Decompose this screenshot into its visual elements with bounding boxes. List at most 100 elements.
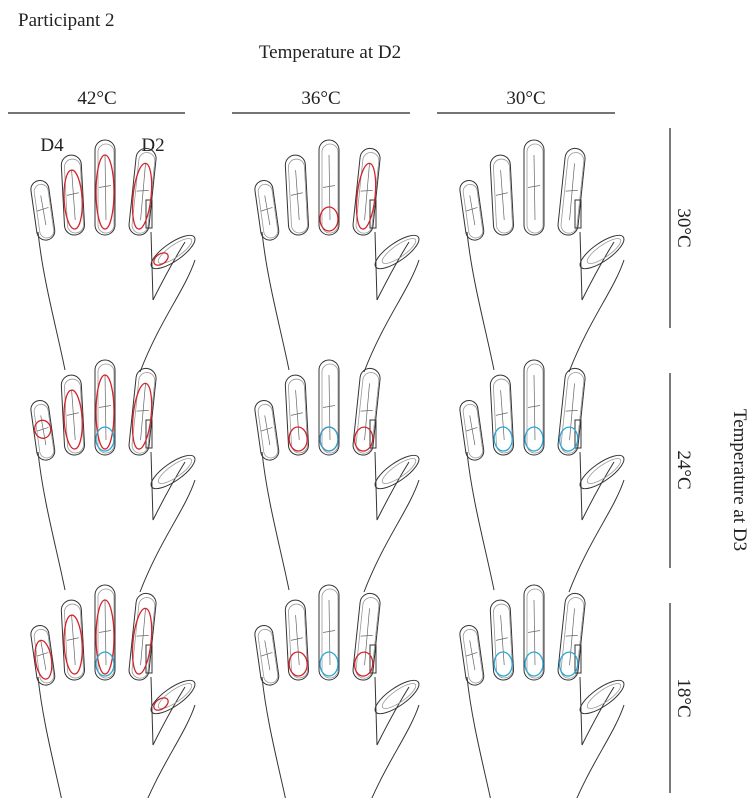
stimulus: [131, 382, 153, 450]
stimulus-ellipse: [95, 651, 115, 677]
finger-crease: [98, 405, 112, 408]
hand: [459, 359, 625, 593]
finger-crease: [364, 383, 370, 441]
finger-label: D4: [40, 135, 64, 156]
thumb-shade: [157, 458, 193, 484]
finger-outline: [557, 367, 586, 456]
finger: [459, 179, 485, 241]
finger-shade: [560, 372, 585, 454]
finger-crease: [565, 635, 578, 637]
finger-crease: [569, 163, 575, 221]
finger-outline: [128, 367, 157, 456]
finger-shade: [462, 183, 484, 239]
finger-outline: [352, 592, 381, 681]
finger: [128, 367, 157, 456]
finger-shade: [64, 158, 84, 234]
finger-outline: [489, 599, 514, 681]
finger: [94, 139, 116, 236]
finger-crease: [264, 415, 271, 446]
finger-outline: [459, 179, 485, 241]
finger: [523, 139, 545, 236]
finger-crease: [104, 374, 107, 441]
finger: [254, 624, 280, 686]
finger-crease: [104, 599, 107, 666]
stimulus-ellipse: [95, 374, 115, 450]
stimulus: [355, 162, 377, 230]
finger: [352, 592, 381, 681]
finger-crease: [140, 163, 146, 221]
finger: [128, 147, 157, 236]
finger-crease: [469, 640, 476, 671]
column-axis-title: Temperature at D2: [259, 42, 401, 63]
stimulus-ellipse: [353, 426, 374, 452]
ring-marker: [145, 644, 153, 674]
finger-crease: [295, 390, 300, 440]
finger-crease: [469, 195, 476, 226]
finger-crease: [360, 410, 373, 412]
finger-outline: [489, 374, 514, 456]
stimulus-ellipse: [355, 162, 377, 230]
finger-outline: [352, 147, 381, 236]
finger-shade: [560, 597, 585, 679]
finger: [318, 139, 340, 236]
thumb: [579, 454, 625, 490]
finger-crease: [295, 615, 300, 665]
finger-crease: [260, 207, 273, 212]
stimulus-ellipse: [153, 697, 169, 711]
finger-crease: [40, 640, 47, 671]
finger-crease: [465, 207, 478, 212]
finger: [94, 584, 116, 681]
stimulus: [353, 651, 374, 677]
finger-outline: [60, 374, 85, 456]
finger: [254, 399, 280, 461]
finger-shade: [64, 378, 84, 454]
finger: [284, 599, 309, 681]
finger-crease: [140, 608, 146, 666]
finger-outline: [557, 592, 586, 681]
palm: [261, 451, 420, 593]
finger: [557, 592, 586, 681]
finger-crease: [104, 154, 107, 221]
finger-crease: [569, 608, 575, 666]
finger-crease: [565, 410, 578, 412]
finger-outline: [30, 179, 56, 241]
finger: [318, 584, 340, 681]
finger-crease: [533, 374, 536, 441]
finger-outline: [523, 139, 545, 236]
finger-crease: [565, 190, 578, 192]
ring-marker: [145, 199, 153, 229]
stimulus-ellipse: [319, 206, 339, 232]
finger: [352, 147, 381, 236]
stimulus-ellipse: [353, 651, 374, 677]
finger: [523, 359, 545, 456]
thumb-shade: [586, 683, 622, 709]
finger: [459, 624, 485, 686]
finger-shade: [526, 143, 544, 234]
finger-outline: [523, 359, 545, 456]
finger-crease: [71, 615, 76, 665]
stimulus-ellipse: [524, 426, 544, 452]
finger-crease: [66, 412, 79, 416]
stimulus-ellipse: [319, 426, 339, 452]
figure-title: Participant 2: [18, 10, 115, 31]
finger-crease: [260, 652, 273, 657]
finger-crease: [290, 412, 303, 416]
finger-outline: [254, 399, 280, 461]
finger-outline: [94, 584, 116, 681]
stimulus-ellipse: [95, 599, 115, 675]
finger-shade: [526, 588, 544, 679]
thumb-shade: [381, 238, 417, 264]
thumb: [374, 679, 420, 715]
stimulus-ellipse: [524, 651, 544, 677]
finger-crease: [136, 635, 149, 637]
finger-crease: [98, 185, 112, 188]
stimulus: [319, 426, 339, 452]
stimulus-ellipse: [493, 651, 513, 677]
finger-crease: [260, 427, 273, 432]
stimulus-ellipse: [288, 426, 308, 452]
row-label: 18°C: [673, 678, 694, 717]
finger-shade: [257, 403, 279, 459]
finger-shade: [64, 603, 84, 679]
finger: [318, 359, 340, 456]
finger-crease: [469, 415, 476, 446]
